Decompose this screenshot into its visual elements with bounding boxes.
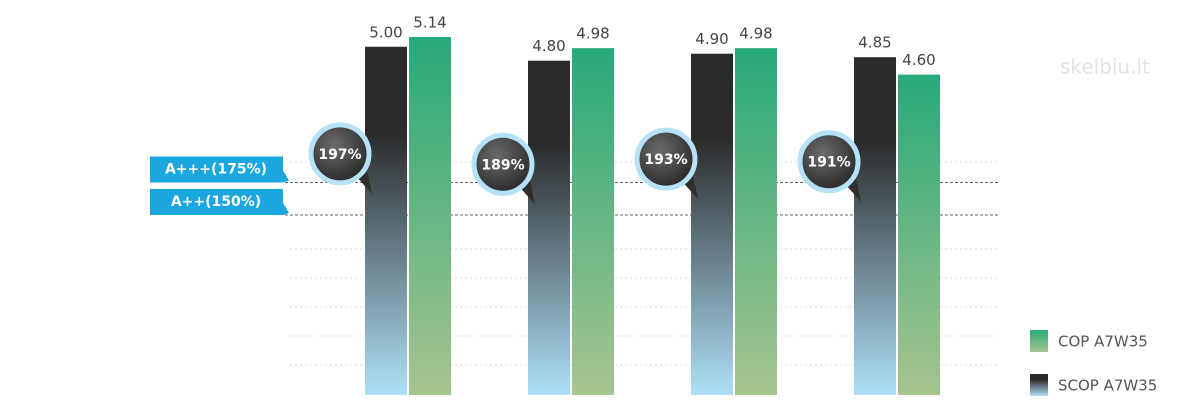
value-label: 5.14 <box>413 14 446 32</box>
bar <box>854 57 896 395</box>
reference-label: A++(150%) <box>171 194 261 210</box>
bar <box>572 48 614 395</box>
legend-swatch <box>1030 374 1048 396</box>
value-label: 4.60 <box>902 51 935 69</box>
value-label: 4.98 <box>739 25 772 43</box>
efficiency-label: 191% <box>807 155 850 171</box>
value-label: 5.00 <box>369 23 402 41</box>
efficiency-badge <box>471 132 535 196</box>
watermark: skelbiu.lt <box>1060 55 1150 79</box>
legend-label: SCOP A7W35 <box>1058 377 1157 395</box>
bar <box>409 37 451 395</box>
legend-label: COP A7W35 <box>1058 333 1148 351</box>
bar <box>735 48 777 395</box>
reference-label: A+++(175%) <box>165 162 267 178</box>
bar <box>691 53 733 396</box>
efficiency-badge <box>797 130 861 194</box>
legend-swatch <box>1030 330 1048 352</box>
bar <box>365 46 407 395</box>
value-label: 4.80 <box>532 37 565 55</box>
efficiency-badge <box>308 122 372 186</box>
efficiency-label: 197% <box>318 147 361 163</box>
efficiency-label: 193% <box>644 152 687 168</box>
bar <box>898 74 940 395</box>
reference-tag <box>150 156 289 183</box>
reference-tag <box>150 189 289 215</box>
value-label: 4.98 <box>576 25 609 43</box>
value-label: 4.85 <box>858 34 891 52</box>
value-label: 4.90 <box>695 30 728 48</box>
efficiency-label: 189% <box>481 157 524 173</box>
efficiency-badge <box>634 127 698 191</box>
bar <box>528 60 570 395</box>
